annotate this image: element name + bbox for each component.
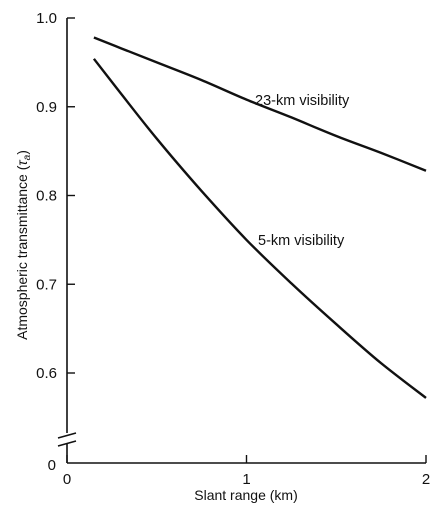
series-line-23km-visibility <box>93 36 427 172</box>
y-tick-label-3: 0.9 <box>36 99 57 116</box>
y-axis-label-close: ) <box>14 150 30 155</box>
y-axis-break-mark <box>57 432 77 447</box>
y-tick-label-2: 0.8 <box>36 188 57 205</box>
y-tick-label-zero: 0 <box>48 457 56 474</box>
y-tick-label-4: 1.0 <box>36 10 57 27</box>
y-tick-label-0: 0.6 <box>36 365 57 382</box>
y-axis-label-subscript: a <box>22 154 33 160</box>
x-axis-label: Slant range (km) <box>194 487 297 503</box>
x-ticks: 0 1 2 <box>63 455 430 488</box>
annotation-23km-visibility: 23-km visibility <box>255 93 350 109</box>
x-tick-label-2: 2 <box>422 471 430 488</box>
y-axis-label-main: Atmospheric transmittance ( <box>14 165 30 340</box>
x-tick-label-1: 1 <box>242 471 250 488</box>
y-axis-label: Atmospheric transmittance (τa) <box>14 150 33 340</box>
y-tick-label-1: 0.7 <box>36 276 57 293</box>
series-line-5km-visibility <box>92 58 427 399</box>
annotation-5km-visibility: 5-km visibility <box>258 233 345 249</box>
data-series <box>92 36 427 399</box>
y-ticks: 0.6 0.7 0.8 0.9 1.0 <box>36 10 75 382</box>
y-axis-label-symbol: τ <box>14 160 30 166</box>
x-tick-label-0: 0 <box>63 471 71 488</box>
